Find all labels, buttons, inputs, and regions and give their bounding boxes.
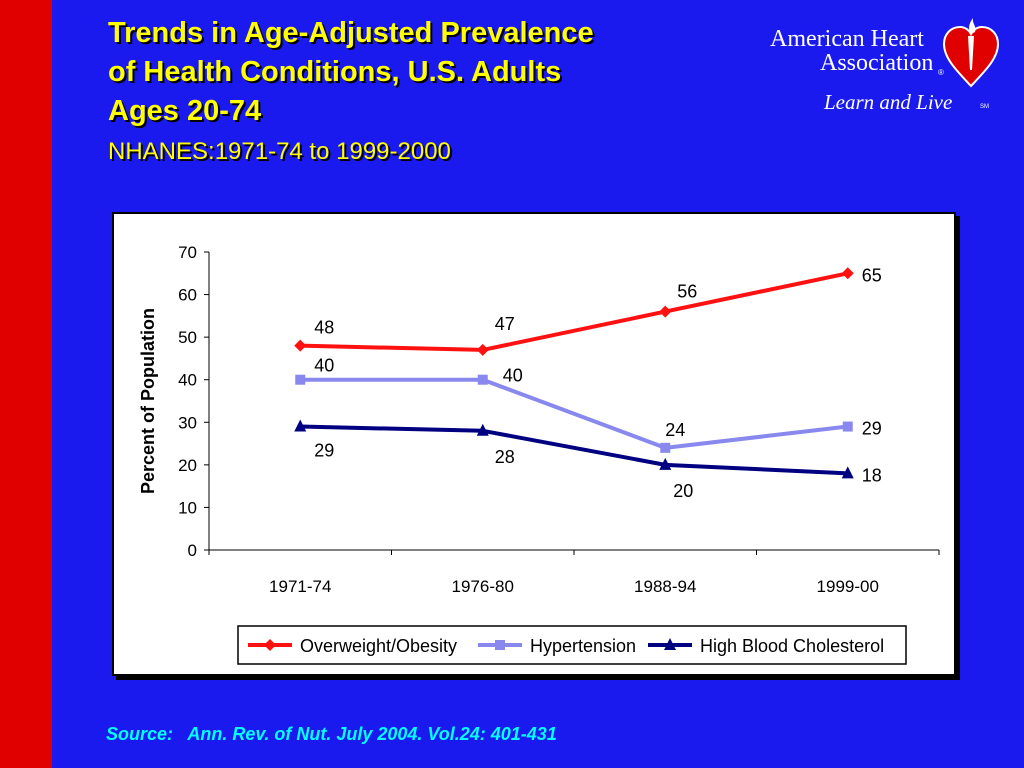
legend-label: High Blood Cholesterol xyxy=(700,636,884,656)
title-line-3: Ages 20-74 xyxy=(108,95,262,127)
left-accent-bar xyxy=(0,0,52,768)
data-point xyxy=(659,457,672,470)
legend-label: Overweight/Obesity xyxy=(300,636,457,656)
title-line-2: of Health Conditions, U.S. Adults xyxy=(108,56,562,88)
data-point xyxy=(841,466,854,479)
data-label: 48 xyxy=(314,318,334,338)
data-label: 40 xyxy=(314,356,334,376)
data-point xyxy=(842,421,853,432)
y-tick-label: 70 xyxy=(178,243,197,262)
aha-logo: American Heart Association ® Learn and L… xyxy=(760,10,1000,120)
chart-container: 0 10 20 30 40 50 60 70 1971-74 1976-80 1988-94 1999… xyxy=(112,212,956,676)
data-point xyxy=(477,374,488,385)
data-point xyxy=(476,423,489,436)
slide-subtitle: NHANES:1971-74 to 1999-2000 xyxy=(108,138,451,165)
slide-title: Trends in Age-Adjusted Prevalence of Hea… xyxy=(108,14,728,131)
x-tick-label: 1976-80 xyxy=(452,577,514,596)
title-line-1: Trends in Age-Adjusted Prevalence xyxy=(108,17,594,49)
y-tick-label: 20 xyxy=(178,456,197,475)
legend-marker xyxy=(664,638,676,650)
logo-text-line-2: Association xyxy=(820,50,934,76)
legend-marker xyxy=(264,639,276,651)
logo-registered-mark: ® xyxy=(938,68,944,77)
y-tick-label: 0 xyxy=(188,541,197,560)
data-point xyxy=(294,339,307,352)
y-tick-label: 60 xyxy=(178,286,197,305)
data-point xyxy=(659,305,672,318)
data-label: 40 xyxy=(503,366,523,386)
heart-torch-icon xyxy=(942,18,1000,88)
data-label: 24 xyxy=(665,420,685,440)
legend-marker xyxy=(495,640,505,650)
data-label: 65 xyxy=(862,265,882,285)
legend-label: Hypertension xyxy=(530,636,636,656)
y-tick-label: 50 xyxy=(178,328,197,347)
y-tick-label: 30 xyxy=(178,413,197,432)
y-tick-label: 40 xyxy=(178,371,197,390)
data-label: 18 xyxy=(862,465,882,485)
x-tick-label: 1988-94 xyxy=(634,577,696,596)
data-label: 47 xyxy=(495,314,515,334)
data-point xyxy=(660,442,671,453)
series-line-hypertension xyxy=(300,377,848,450)
x-tick-label: 1971-74 xyxy=(269,577,331,596)
data-point xyxy=(841,267,854,280)
y-axis-label: Percent of Population xyxy=(138,308,158,494)
data-label: 20 xyxy=(673,481,693,501)
data-point xyxy=(294,419,307,432)
x-tick-label: 1999-00 xyxy=(817,577,879,596)
legend-box xyxy=(237,625,907,665)
logo-tagline: Learn and Live xyxy=(824,90,953,114)
data-point xyxy=(295,374,306,385)
data-label: 28 xyxy=(495,447,515,467)
data-label: 56 xyxy=(677,282,697,302)
series-line-overweight-obesity xyxy=(300,271,849,352)
source-citation: Source: Ann. Rev. of Nut. July 2004. Vol… xyxy=(106,724,557,744)
line-chart: 0 10 20 30 40 50 60 70 1971-74 1976-80 1988-94 1999… xyxy=(138,243,940,665)
series-line-high-blood-cholesterol xyxy=(300,424,848,476)
y-tick-label: 10 xyxy=(178,498,197,517)
data-label: 29 xyxy=(314,441,334,461)
data-point xyxy=(476,343,489,356)
logo-text-line-1: American Heart xyxy=(770,26,924,52)
logo-service-mark: SM xyxy=(980,104,989,110)
data-label: 29 xyxy=(862,419,882,439)
